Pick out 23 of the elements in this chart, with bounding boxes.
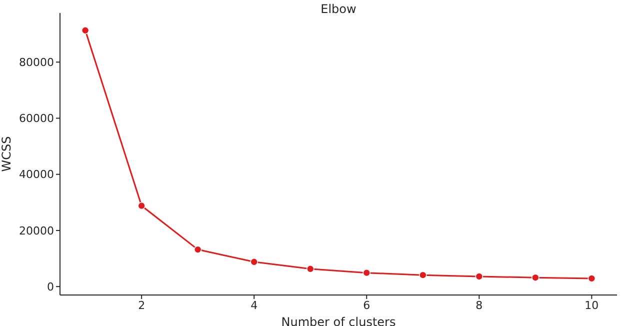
y-tick-label: 60000 — [19, 112, 54, 126]
y-tick-label: 0 — [47, 280, 54, 294]
point — [362, 268, 371, 277]
point — [194, 246, 202, 254]
x-axis-title: Number of clusters — [281, 315, 396, 326]
y-axis-title: WCSS — [0, 136, 14, 172]
point — [81, 26, 90, 34]
chart-title: Elbow — [320, 2, 358, 16]
point — [138, 202, 146, 210]
x-tick-label: 6 — [363, 298, 370, 312]
y-tick-label: 80000 — [19, 56, 54, 70]
point — [588, 274, 596, 282]
x-tick-label: 10 — [584, 298, 599, 312]
point — [532, 274, 540, 282]
x-tick-label: 8 — [476, 298, 483, 312]
x-tick-label: 4 — [250, 298, 258, 312]
y-tick-label: 20000 — [19, 224, 54, 238]
point — [250, 258, 258, 266]
point — [418, 271, 427, 279]
x-tick-label: 2 — [138, 298, 146, 312]
y-tick-label: 40000 — [19, 168, 54, 182]
point — [306, 265, 314, 273]
point — [475, 272, 484, 280]
